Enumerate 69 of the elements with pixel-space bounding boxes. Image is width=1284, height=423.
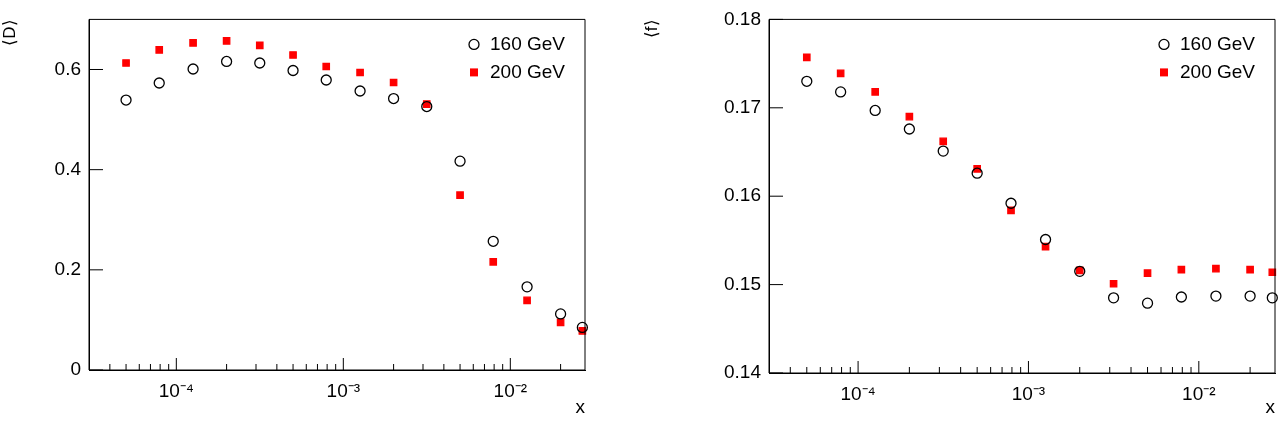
point <box>421 100 433 113</box>
point <box>939 137 948 146</box>
point <box>356 68 364 77</box>
point <box>387 92 400 105</box>
point <box>1039 233 1052 246</box>
point <box>523 296 531 305</box>
point <box>802 53 811 62</box>
point <box>454 155 466 167</box>
point <box>1212 264 1220 273</box>
point <box>287 64 299 77</box>
x-tick-label: 10⁻² <box>1182 382 1216 404</box>
point <box>320 74 332 86</box>
y-tick-label: 0.16 <box>724 184 761 206</box>
point <box>1107 292 1120 304</box>
point <box>222 37 231 45</box>
point <box>554 308 567 320</box>
point <box>487 235 499 247</box>
y-tick-label: 0.14 <box>724 361 762 383</box>
y-axis-title: ⟨D⟩ <box>0 19 19 46</box>
point <box>1175 291 1188 303</box>
point <box>254 57 266 69</box>
point <box>834 86 847 98</box>
point <box>255 41 264 50</box>
point <box>289 51 297 59</box>
y-tick-label: 0.4 <box>54 157 82 179</box>
x-tick-label: 10⁻³ <box>326 379 361 401</box>
y-tick-label: 0.6 <box>54 57 81 79</box>
point <box>801 75 813 87</box>
point <box>456 191 464 200</box>
point <box>521 281 533 293</box>
point <box>971 167 983 179</box>
point <box>1141 297 1154 309</box>
legend-label: 160 GeV <box>490 32 566 54</box>
x-axis-title: x <box>575 395 586 417</box>
point <box>120 94 132 106</box>
point <box>155 46 164 54</box>
x-tick-label: 10⁻³ <box>1011 382 1046 404</box>
x-tick-label: 10⁻⁴ <box>840 382 876 404</box>
point <box>1109 279 1118 288</box>
legend-label: 200 GeV <box>490 60 566 82</box>
point <box>322 62 331 71</box>
y-tick-label: 0.18 <box>724 7 761 29</box>
x-tick-label: 10⁻⁴ <box>158 379 194 401</box>
y-tick-label: 0.15 <box>724 272 761 294</box>
point <box>122 59 130 67</box>
point <box>869 104 881 117</box>
point <box>871 88 880 96</box>
point <box>903 123 916 135</box>
point <box>937 145 949 157</box>
point <box>1005 197 1017 209</box>
point <box>220 55 233 68</box>
point <box>189 39 197 47</box>
x-tick-label: 10⁻² <box>493 379 528 401</box>
y-tick-label: 0 <box>70 358 81 380</box>
x-axis-title: x <box>1265 395 1276 417</box>
point <box>1246 265 1254 274</box>
point <box>187 63 199 75</box>
point <box>836 69 845 78</box>
legend-label: 160 GeV <box>1180 32 1256 54</box>
point <box>354 85 366 97</box>
point <box>153 77 165 89</box>
y-tick-label: 0.17 <box>724 96 761 118</box>
point <box>489 257 498 266</box>
y-tick-label: 0.2 <box>54 258 81 280</box>
y-axis-title: ⟨f⟩ <box>641 19 661 39</box>
point <box>1210 290 1222 302</box>
point <box>1244 290 1256 302</box>
legend-label: 200 GeV <box>1180 60 1256 82</box>
point <box>1143 269 1152 277</box>
